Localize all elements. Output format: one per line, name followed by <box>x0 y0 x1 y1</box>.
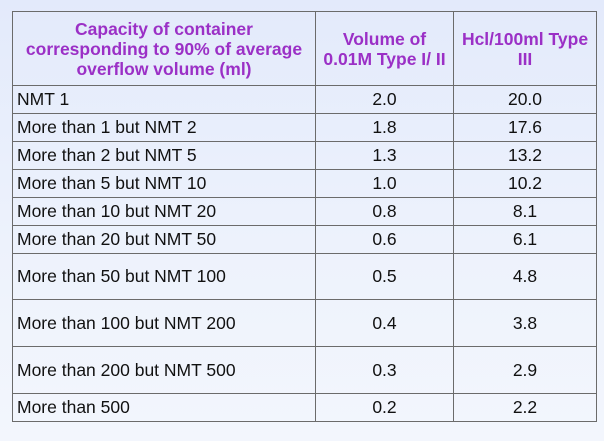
hcl-cell: 2.9 <box>453 346 597 394</box>
table-row: More than 2 but NMT 5 1.3 13.2 <box>12 141 597 170</box>
volume-cell: 0.5 <box>315 253 454 300</box>
volume-cell: 2.0 <box>315 85 454 114</box>
header-capacity: Capacity of container corresponding to 9… <box>12 11 316 86</box>
volume-cell: 1.8 <box>315 113 454 142</box>
table-row: More than 1 but NMT 2 1.8 17.6 <box>12 113 597 142</box>
hcl-cell: 3.8 <box>453 299 597 347</box>
volume-cell: 0.4 <box>315 299 454 347</box>
capacity-cell: NMT 1 <box>12 85 316 114</box>
hcl-cell: 2.2 <box>453 393 597 422</box>
container-capacity-table: Capacity of container corresponding to 9… <box>12 11 597 422</box>
hcl-cell: 8.1 <box>453 197 597 226</box>
volume-cell: 0.8 <box>315 197 454 226</box>
volume-cell: 1.3 <box>315 141 454 170</box>
table-row: More than 100 but NMT 200 0.4 3.8 <box>12 299 597 347</box>
hcl-cell: 6.1 <box>453 225 597 254</box>
volume-cell: 0.2 <box>315 393 454 422</box>
hcl-cell: 10.2 <box>453 169 597 198</box>
table-row: More than 50 but NMT 100 0.5 4.8 <box>12 253 597 300</box>
table-row: More than 10 but NMT 20 0.8 8.1 <box>12 197 597 226</box>
capacity-cell: More than 5 but NMT 10 <box>12 169 316 198</box>
capacity-cell: More than 10 but NMT 20 <box>12 197 316 226</box>
hcl-cell: 4.8 <box>453 253 597 300</box>
capacity-cell: More than 200 but NMT 500 <box>12 346 316 394</box>
table-row: NMT 1 2.0 20.0 <box>12 85 597 114</box>
header-volume: Volume of 0.01M Type I/ II <box>315 11 454 86</box>
table-row: More than 20 but NMT 50 0.6 6.1 <box>12 225 597 254</box>
capacity-cell: More than 2 but NMT 5 <box>12 141 316 170</box>
volume-cell: 0.3 <box>315 346 454 394</box>
data-table-container: Capacity of container corresponding to 9… <box>12 11 597 422</box>
hcl-cell: 17.6 <box>453 113 597 142</box>
table-row: More than 200 but NMT 500 0.3 2.9 <box>12 346 597 394</box>
table-row: More than 500 0.2 2.2 <box>12 393 597 422</box>
capacity-cell: More than 500 <box>12 393 316 422</box>
capacity-cell: More than 100 but NMT 200 <box>12 299 316 347</box>
table-header-row: Capacity of container corresponding to 9… <box>12 11 597 86</box>
volume-cell: 1.0 <box>315 169 454 198</box>
capacity-cell: More than 1 but NMT 2 <box>12 113 316 142</box>
table-row: More than 5 but NMT 10 1.0 10.2 <box>12 169 597 198</box>
hcl-cell: 13.2 <box>453 141 597 170</box>
header-hcl-type-iii: Hcl/100ml Type III <box>453 11 597 86</box>
hcl-cell: 20.0 <box>453 85 597 114</box>
volume-cell: 0.6 <box>315 225 454 254</box>
capacity-cell: More than 20 but NMT 50 <box>12 225 316 254</box>
capacity-cell: More than 50 but NMT 100 <box>12 253 316 300</box>
